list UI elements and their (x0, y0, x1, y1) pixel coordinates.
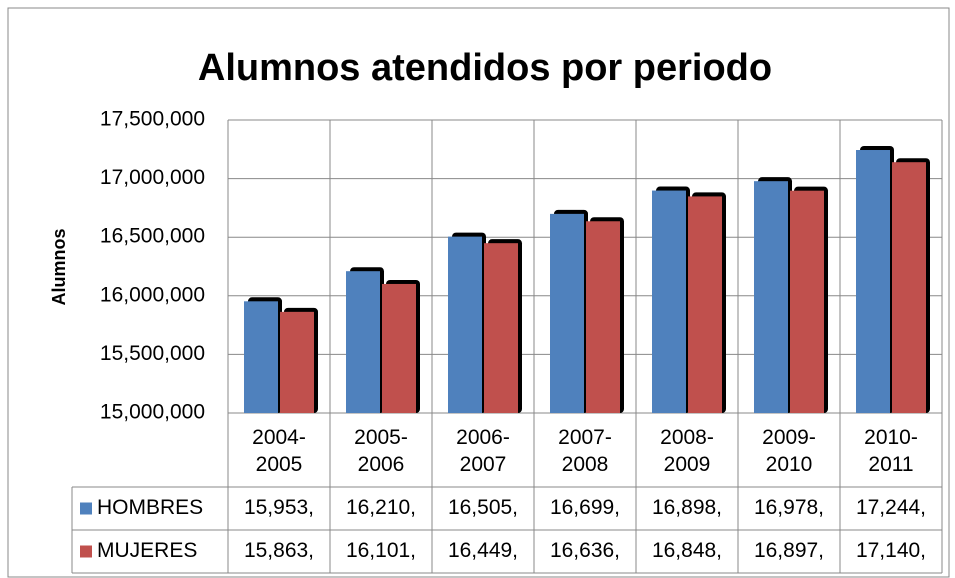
y-tick-label: 17,000,000 (100, 166, 205, 189)
x-tick-label: 2007-2008 (558, 426, 612, 476)
data-table-value: 16,210, (346, 496, 416, 519)
data-table-value: 16,848, (652, 539, 722, 562)
data-table-value: 16,978, (754, 496, 824, 519)
data-table-value: 16,699, (550, 496, 620, 519)
chart-title: Alumnos atendidos por periodo (198, 47, 772, 89)
bar (346, 271, 380, 413)
x-tick-label: 2010-2011 (864, 426, 918, 476)
bar (892, 162, 926, 413)
bar (448, 236, 482, 413)
y-tick-label: 16,500,000 (100, 225, 205, 248)
data-table-value: 16,897, (754, 539, 824, 562)
data-table-value: 16,505, (448, 496, 518, 519)
bar (856, 150, 890, 413)
data-table-value: 16,449, (448, 539, 518, 562)
x-tick-label: 2005-2006 (354, 426, 408, 476)
bar (688, 196, 722, 413)
bar (754, 181, 788, 413)
data-table-value: 15,953, (244, 496, 314, 519)
bar (244, 301, 278, 413)
x-tick-label: 2009-2010 (762, 426, 816, 476)
y-tick-label: 17,500,000 (100, 108, 205, 131)
y-tick-label: 16,000,000 (100, 283, 205, 306)
bar (550, 213, 584, 413)
data-table-value: 16,898, (652, 496, 722, 519)
x-tick-label: 2008-2009 (660, 426, 714, 476)
legend-label: HOMBRES (97, 496, 203, 519)
bar (652, 190, 686, 413)
data-table-value: 15,863, (244, 539, 314, 562)
bar (280, 311, 314, 413)
legend-swatch (80, 545, 92, 558)
x-tick-label: 2004-2005 (252, 426, 306, 476)
bar (382, 283, 416, 413)
data-table-value: 16,101, (346, 539, 416, 562)
bar (586, 221, 620, 413)
data-table-value: 17,244, (856, 496, 926, 519)
legend-label: MUJERES (97, 539, 197, 562)
bar (790, 190, 824, 413)
y-axis-title: Alumnos (49, 228, 69, 305)
y-tick-label: 15,000,000 (100, 401, 205, 424)
y-tick-label: 15,500,000 (100, 342, 205, 365)
data-table-value: 17,140, (856, 539, 926, 562)
bar (484, 243, 518, 413)
data-table-value: 16,636, (550, 539, 620, 562)
x-tick-label: 2006-2007 (456, 426, 510, 476)
legend-swatch (80, 502, 92, 515)
